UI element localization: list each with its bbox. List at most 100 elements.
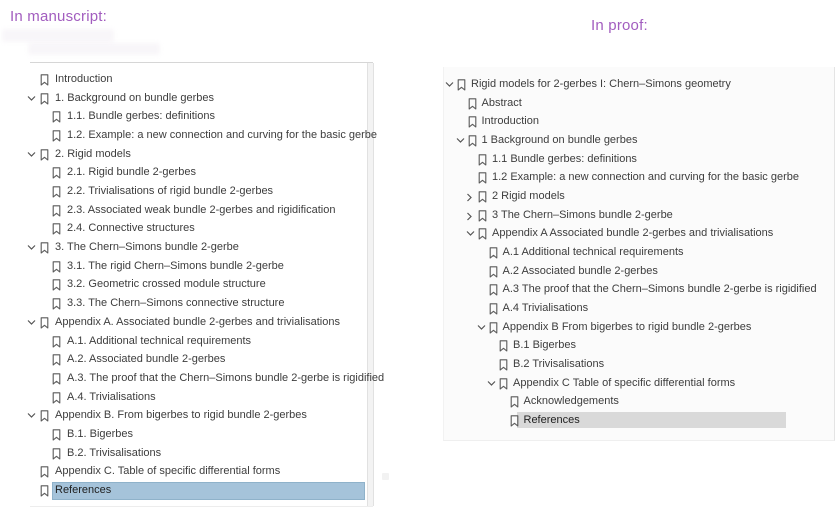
outline-item[interactable]: Appendix B. From bigerbes to rigid bundl… <box>27 408 373 425</box>
outline-item-label: Rigid models for 2-gerbes I: Chern–Simon… <box>471 78 731 90</box>
outline-item[interactable]: Introduction <box>30 72 373 89</box>
bookmark-icon <box>52 130 61 142</box>
bookmark-icon <box>52 223 61 235</box>
bookmark-icon <box>52 205 61 217</box>
bookmark-icon <box>40 92 49 105</box>
outline-item[interactable]: 3.2. Geometric crossed module structure <box>30 277 373 294</box>
chevron-down-icon[interactable] <box>27 244 36 251</box>
outline-item[interactable]: References <box>30 481 373 500</box>
left-panel-scrollbar[interactable] <box>367 63 374 506</box>
outline-item[interactable]: A.4. Trivialisations <box>30 390 373 407</box>
outline-item[interactable]: 1.1. Bundle gerbes: definitions <box>30 109 373 126</box>
outline-item-label: A.3. The proof that the Chern–Simons bun… <box>67 371 385 384</box>
outline-item[interactable]: 1.2. Example: a new connection and curvi… <box>30 128 377 145</box>
bookmark-icon <box>52 279 61 292</box>
outline-item[interactable]: A.3 The proof that the Chern–Simons bund… <box>444 282 834 299</box>
outline-item-label: B.1. Bigerbes <box>67 427 134 440</box>
chevron-down-icon[interactable] <box>445 81 454 88</box>
bookmark-icon <box>40 485 49 497</box>
bookmark-icon <box>468 135 477 147</box>
outline-item-label: B.2. Trivisalisations <box>67 446 162 459</box>
outline-item-label: A.1. Additional technical requirements <box>67 334 252 347</box>
outline-item[interactable]: 3. The Chern–Simons bundle 2-gerbe <box>27 240 373 257</box>
outline-item[interactable]: A.4 Trivialisations <box>444 301 834 318</box>
bookmark-icon <box>52 298 61 310</box>
outline-item-label: 1 Background on bundle gerbes <box>481 134 638 146</box>
outline-item[interactable]: Appendix C Table of specific differentia… <box>444 376 834 393</box>
outline-item-label: A.4. Trivialisations <box>67 390 156 403</box>
chevron-down-icon[interactable] <box>27 95 36 102</box>
outline-item[interactable]: 3.3. The Chern–Simons connective structu… <box>30 296 373 313</box>
outline-item-label: Abstract <box>481 96 522 109</box>
outline-item[interactable]: References <box>444 412 834 430</box>
outline-item[interactable]: 1 Background on bundle gerbes <box>444 133 834 150</box>
bookmark-icon <box>468 116 477 128</box>
outline-item[interactable]: A.3. The proof that the Chern–Simons bun… <box>30 371 384 388</box>
outline-item[interactable]: B.2 Trivisalisations <box>444 357 834 374</box>
outline-item[interactable]: Appendix A. Associated bundle 2-gerbes a… <box>27 315 373 332</box>
chevron-right-icon[interactable] <box>466 212 473 221</box>
outline-item[interactable]: 1.1 Bundle gerbes: definitions <box>444 152 834 169</box>
outline-item-label: A.2. Associated bundle 2-gerbes <box>67 353 226 366</box>
bookmark-icon <box>52 429 61 441</box>
outline-item[interactable]: Appendix C. Table of specific differenti… <box>30 464 373 481</box>
outline-item-label: 3 The Chern–Simons bundle 2-gerbe <box>492 208 673 221</box>
outline-item-label: Appendix A Associated bundle 2-gerbes an… <box>492 227 774 240</box>
bookmark-icon <box>40 148 49 161</box>
outline-item[interactable]: 2.2. Trivialisations of rigid bundle 2-g… <box>30 184 373 201</box>
bookmark-icon <box>478 209 487 222</box>
bookmark-icon <box>40 466 49 478</box>
outline-item[interactable]: Acknowledgements <box>444 394 834 411</box>
outline-item[interactable]: Rigid models for 2-gerbes I: Chern–Simon… <box>444 77 834 94</box>
outline-item-label: References <box>55 483 112 496</box>
bookmark-icon <box>478 153 487 166</box>
bookmark-icon <box>489 247 498 259</box>
bookmark-icon <box>52 167 61 179</box>
outline-item[interactable]: B.1. Bigerbes <box>30 427 373 444</box>
outline-item[interactable]: 2. Rigid models <box>27 147 373 164</box>
outline-item-label: 3.3. The Chern–Simons connective structu… <box>67 297 285 310</box>
chevron-right-icon[interactable] <box>466 193 473 202</box>
outline-item-label: B.1 Bigerbes <box>513 339 576 352</box>
chevron-down-icon[interactable] <box>477 324 486 331</box>
outline-item[interactable]: B.1 Bigerbes <box>444 338 834 355</box>
ghost-artifact <box>2 29 114 42</box>
outline-item[interactable]: 3 The Chern–Simons bundle 2-gerbe <box>444 208 834 225</box>
outline-item[interactable]: A.2. Associated bundle 2-gerbes <box>30 352 373 369</box>
outline-item-label: A.4 Trivialisations <box>502 302 589 315</box>
outline-item[interactable]: Appendix B From bigerbes to rigid bundle… <box>444 320 834 337</box>
bookmark-icon <box>52 354 61 366</box>
outline-item[interactable]: 2.3. Associated weak bundle 2-gerbes and… <box>30 203 373 220</box>
bookmark-icon <box>468 97 477 110</box>
outline-item[interactable]: 2 Rigid models <box>444 189 834 206</box>
outline-item[interactable]: 2.4. Connective structures <box>30 221 373 238</box>
bookmark-icon <box>40 410 49 422</box>
outline-item[interactable]: A.1 Additional technical requirements <box>444 245 834 262</box>
outline-item[interactable]: Appendix A Associated bundle 2-gerbes an… <box>444 226 834 243</box>
bookmark-icon <box>499 359 508 371</box>
chevron-down-icon[interactable] <box>27 412 36 419</box>
bookmark-icon <box>489 321 498 334</box>
chevron-down-icon[interactable] <box>487 380 496 387</box>
outline-item[interactable]: 1. Background on bundle gerbes <box>27 91 373 108</box>
chevron-down-icon[interactable] <box>27 151 36 158</box>
chevron-down-icon[interactable] <box>466 230 475 237</box>
bookmark-icon <box>489 265 498 278</box>
outline-item[interactable]: A.2 Associated bundle 2-gerbes <box>444 264 834 281</box>
outline-item[interactable]: Abstract <box>444 96 834 113</box>
bookmark-icon <box>52 261 61 273</box>
bookmark-icon <box>40 242 49 254</box>
outline-item-label: 1.1 Bundle gerbes: definitions <box>492 152 637 165</box>
outline-item[interactable]: Introduction <box>444 114 834 131</box>
outline-item[interactable]: 3.1. The rigid Chern–Simons bundle 2-ger… <box>30 259 373 276</box>
outline-item-label: 3.2. Geometric crossed module structure <box>67 278 266 291</box>
outline-item[interactable]: B.2. Trivisalisations <box>30 446 373 463</box>
chevron-down-icon[interactable] <box>27 319 36 326</box>
outline-item[interactable]: A.1. Additional technical requirements <box>30 334 373 351</box>
outline-item[interactable]: 2.1. Rigid bundle 2-gerbes <box>30 165 373 182</box>
chevron-down-icon[interactable] <box>456 137 465 144</box>
bookmark-icon <box>52 335 61 348</box>
ghost-artifact <box>28 43 160 55</box>
bookmark-icon <box>478 228 487 240</box>
outline-item[interactable]: 1.2 Example: a new connection and curvin… <box>444 170 834 187</box>
